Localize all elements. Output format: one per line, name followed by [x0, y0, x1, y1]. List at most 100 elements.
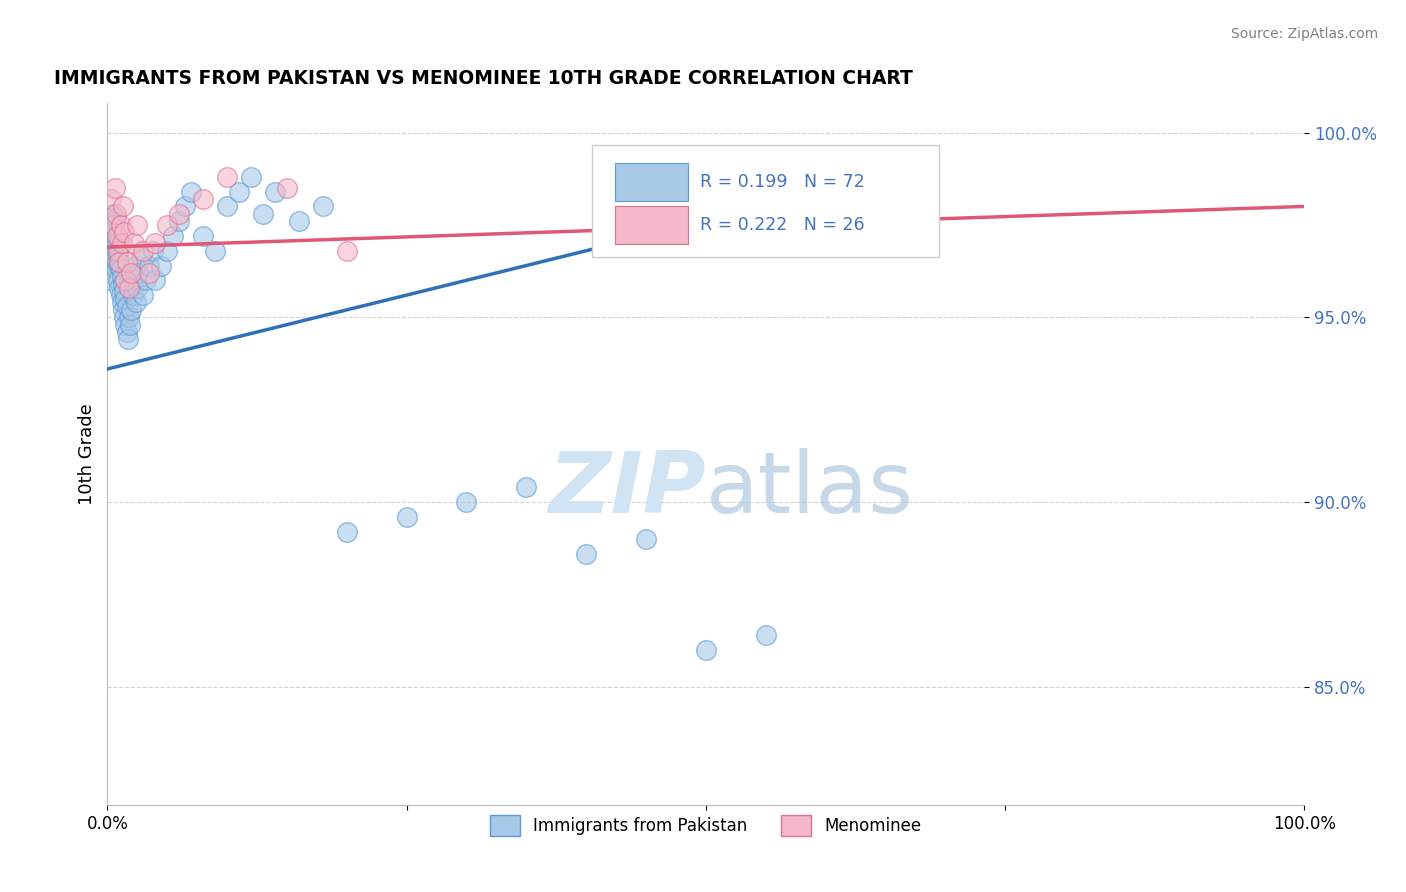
Point — [108, 281, 131, 295]
Point — [395, 509, 418, 524]
Point — [112, 285, 135, 299]
Point — [98, 255, 121, 269]
Point — [288, 214, 311, 228]
Point — [215, 199, 238, 213]
Point — [191, 192, 214, 206]
Text: R = 0.199   N = 72: R = 0.199 N = 72 — [700, 172, 865, 191]
Point — [695, 642, 717, 657]
Point — [276, 181, 298, 195]
Text: IMMIGRANTS FROM PAKISTAN VS MENOMINEE 10TH GRADE CORRELATION CHART: IMMIGRANTS FROM PAKISTAN VS MENOMINEE 10… — [53, 69, 912, 87]
Point — [138, 266, 160, 280]
Text: R = 0.222   N = 26: R = 0.222 N = 26 — [700, 216, 865, 234]
Point — [264, 185, 287, 199]
FancyBboxPatch shape — [614, 206, 688, 244]
Point — [122, 236, 145, 251]
Point — [104, 262, 127, 277]
Point — [336, 244, 359, 258]
Point — [108, 255, 131, 269]
Point — [107, 273, 129, 287]
Point — [167, 207, 190, 221]
Point — [97, 273, 120, 287]
Text: Source: ZipAtlas.com: Source: ZipAtlas.com — [1230, 27, 1378, 41]
Point — [111, 269, 134, 284]
Point — [312, 199, 335, 213]
Point — [252, 207, 274, 221]
Point — [112, 310, 135, 325]
Text: atlas: atlas — [706, 448, 914, 531]
Point — [110, 262, 132, 277]
Point — [127, 218, 149, 232]
Point — [142, 244, 165, 258]
Point — [101, 229, 124, 244]
Point — [515, 480, 537, 494]
Point — [575, 547, 598, 561]
Point — [755, 628, 778, 642]
Point — [115, 325, 138, 339]
Point — [110, 288, 132, 302]
Point — [103, 214, 125, 228]
FancyBboxPatch shape — [592, 145, 939, 258]
Point — [180, 185, 202, 199]
Point — [150, 259, 173, 273]
Point — [128, 266, 150, 280]
Point — [118, 310, 141, 325]
Point — [174, 199, 197, 213]
Point — [456, 495, 478, 509]
Point — [120, 318, 142, 332]
Point — [107, 247, 129, 261]
Point — [105, 229, 128, 244]
Legend: Immigrants from Pakistan, Menominee: Immigrants from Pakistan, Menominee — [484, 809, 928, 842]
Point — [125, 295, 148, 310]
Point — [118, 281, 141, 295]
Point — [167, 214, 190, 228]
Point — [634, 532, 657, 546]
Point — [112, 225, 135, 239]
Point — [111, 295, 134, 310]
Point — [117, 333, 139, 347]
Point — [121, 288, 143, 302]
Point — [100, 244, 122, 258]
Point — [135, 273, 157, 287]
Point — [215, 169, 238, 184]
Point — [98, 236, 121, 251]
Point — [104, 211, 127, 225]
Point — [108, 259, 131, 273]
Point — [104, 207, 127, 221]
Point — [114, 273, 136, 287]
Point — [103, 225, 125, 239]
Point — [132, 244, 155, 258]
Point — [120, 302, 142, 317]
Point — [103, 240, 125, 254]
Point — [143, 273, 166, 287]
Point — [107, 244, 129, 258]
Point — [111, 302, 134, 317]
Point — [100, 218, 122, 232]
Point — [103, 181, 125, 195]
Point — [115, 255, 138, 269]
Point — [127, 281, 149, 295]
Point — [129, 251, 152, 265]
Point — [336, 524, 359, 539]
Point — [104, 236, 127, 251]
Point — [191, 229, 214, 244]
Point — [105, 229, 128, 244]
Point — [156, 218, 179, 232]
Y-axis label: 10th Grade: 10th Grade — [79, 403, 96, 505]
Point — [115, 299, 138, 313]
Point — [111, 277, 134, 291]
Point — [111, 199, 134, 213]
Point — [162, 229, 184, 244]
Point — [100, 192, 122, 206]
Point — [101, 207, 124, 221]
Point — [156, 244, 179, 258]
Point — [114, 318, 136, 332]
Point — [124, 259, 146, 273]
Point — [103, 218, 125, 232]
Point — [122, 273, 145, 287]
Point — [120, 266, 142, 280]
Point — [143, 236, 166, 251]
Point — [240, 169, 263, 184]
Point — [105, 255, 128, 269]
Point — [111, 236, 134, 251]
Point — [108, 233, 131, 247]
